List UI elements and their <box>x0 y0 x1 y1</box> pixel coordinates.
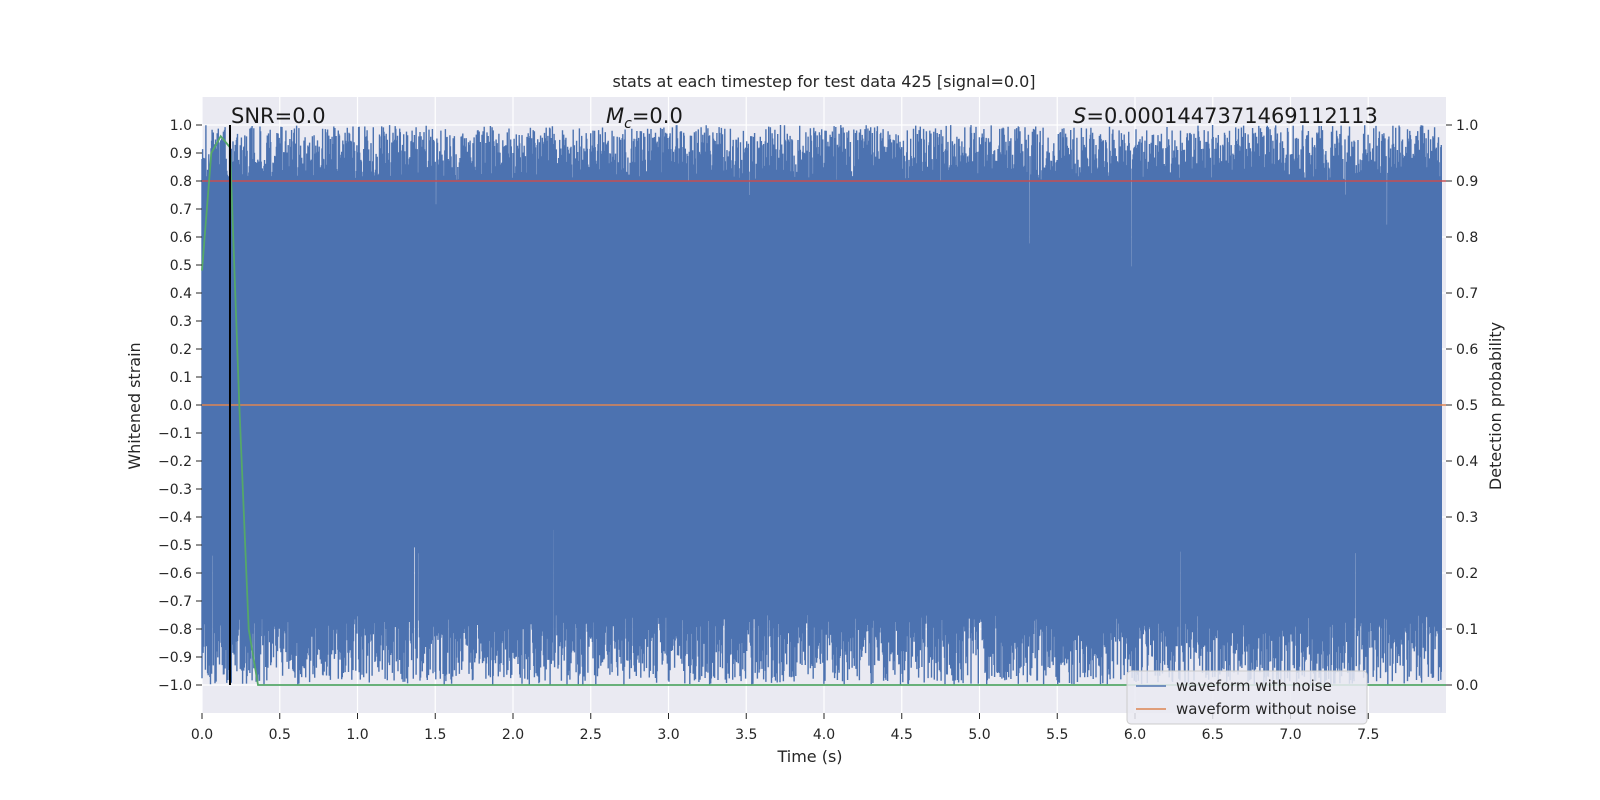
left-tick-label: −0.2 <box>158 454 192 470</box>
plot-area <box>201 97 1446 713</box>
chirp-mass-symbol: M <box>606 104 624 128</box>
left-y-axis-label: Whitened strain <box>125 342 144 469</box>
right-y-axis-ticks: 1.0 0.9 0.8 0.7 0.6 0.5 0.4 0.3 0.2 0.1 0.0 <box>1446 118 1478 694</box>
legend: waveform with noise waveform without noi… <box>1126 670 1368 725</box>
series-waveform-with-noise <box>201 124 1442 686</box>
left-tick-label: 0.8 <box>170 174 192 190</box>
snr-annotation: SNR=0.0 <box>231 104 326 128</box>
left-tick-label: 0.7 <box>170 202 192 218</box>
s-statistic-value: =0.0001447371469112113 <box>1086 104 1378 128</box>
right-tick-label: 0.4 <box>1456 454 1478 470</box>
x-tick-label: 6.0 <box>1124 727 1146 743</box>
x-tick-label: 4.5 <box>891 727 913 743</box>
left-tick-label: 0.0 <box>170 398 192 414</box>
left-tick-label: 0.2 <box>170 342 192 358</box>
left-tick-label: 0.1 <box>170 370 192 386</box>
x-tick-label: 5.5 <box>1046 727 1068 743</box>
left-tick-label: −1.0 <box>158 678 192 694</box>
right-tick-label: 0.8 <box>1456 230 1478 246</box>
right-tick-label: 0.3 <box>1456 510 1478 526</box>
x-tick-label: 7.0 <box>1279 727 1301 743</box>
right-y-axis-label: Detection probability <box>1486 322 1505 490</box>
x-axis-ticks: 0.0 0.5 1.0 1.5 2.0 2.5 3.0 3.5 4.0 4.5 5.0 5.5 6.0 6… <box>191 713 1379 743</box>
s-statistic-annotation: S=0.0001447371469112113 <box>1073 104 1378 128</box>
left-tick-label: −0.3 <box>158 482 192 498</box>
x-tick-label: 1.5 <box>424 727 446 743</box>
left-tick-label: 0.4 <box>170 286 192 302</box>
x-tick-label: 2.5 <box>580 727 602 743</box>
legend-box <box>1126 670 1368 725</box>
legend-label-waveform-without-noise: waveform without noise <box>1176 700 1356 718</box>
x-tick-label: 1.0 <box>346 727 368 743</box>
chart-title: stats at each timestep for test data 425… <box>612 72 1035 91</box>
left-tick-label: −0.5 <box>158 538 192 554</box>
right-tick-label: 0.5 <box>1456 398 1478 414</box>
x-tick-label: 0.5 <box>269 727 291 743</box>
left-tick-label: 0.3 <box>170 314 192 330</box>
legend-label-waveform-with-noise: waveform with noise <box>1176 677 1332 695</box>
x-axis-label: Time (s) <box>776 747 842 766</box>
left-tick-label: 0.6 <box>170 230 192 246</box>
left-tick-label: −0.8 <box>158 622 192 638</box>
left-tick-label: −0.4 <box>158 510 192 526</box>
right-tick-label: 0.2 <box>1456 566 1478 582</box>
left-tick-label: −0.7 <box>158 594 192 610</box>
chirp-mass-value: =0.0 <box>632 104 683 128</box>
left-tick-label: 0.9 <box>170 146 192 162</box>
series-detection-probability <box>201 134 1446 686</box>
x-tick-label: 4.0 <box>813 727 835 743</box>
left-tick-label: −0.6 <box>158 566 192 582</box>
right-tick-label: 0.0 <box>1456 678 1478 694</box>
right-tick-label: 0.6 <box>1456 342 1478 358</box>
right-tick-label: 1.0 <box>1456 118 1478 134</box>
left-tick-label: −0.9 <box>158 650 192 666</box>
left-tick-label: −0.1 <box>158 426 192 442</box>
s-statistic-symbol: S <box>1073 104 1086 128</box>
x-tick-label: 5.0 <box>968 727 990 743</box>
x-tick-label: 6.5 <box>1202 727 1224 743</box>
x-tick-label: 3.0 <box>657 727 679 743</box>
chirp-mass-subscript: c <box>624 116 632 132</box>
x-tick-label: 7.5 <box>1357 727 1379 743</box>
x-tick-label: 0.0 <box>191 727 213 743</box>
chirp-mass-annotation: Mc=0.0 <box>606 104 683 132</box>
right-tick-label: 0.7 <box>1456 286 1478 302</box>
right-tick-label: 0.9 <box>1456 174 1478 190</box>
x-tick-label: 2.0 <box>502 727 524 743</box>
left-tick-label: 1.0 <box>170 118 192 134</box>
right-tick-label: 0.1 <box>1456 622 1478 638</box>
x-tick-label: 3.5 <box>735 727 757 743</box>
left-tick-label: 0.5 <box>170 258 192 274</box>
left-y-axis-ticks: 1.0 0.9 0.8 0.7 0.6 0.5 0.4 0.3 0.2 0.1 0.0 −0.1 −0.… <box>158 118 202 694</box>
